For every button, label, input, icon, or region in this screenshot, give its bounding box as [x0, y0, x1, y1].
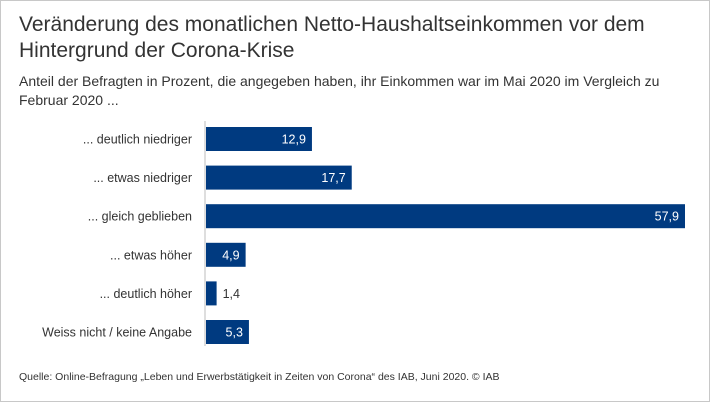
bar: [206, 204, 685, 229]
category-label: ... deutlich niedriger: [83, 133, 192, 147]
source-note: Quelle: Online-Befragung „Leben und Erwe…: [19, 371, 500, 383]
value-label: 4,9: [222, 248, 239, 262]
category-label: ... gleich geblieben: [88, 210, 192, 224]
bar: [206, 127, 312, 151]
value-label: 1,4: [223, 287, 240, 301]
value-label: 57,9: [655, 210, 679, 224]
chart-title: Veränderung des monatlichen Netto-Hausha…: [19, 13, 645, 62]
bar: [206, 320, 249, 344]
category-label: ... etwas höher: [110, 248, 192, 262]
chart-subtitle: Anteil der Befragten in Prozent, die ang…: [19, 73, 660, 108]
value-label: 17,7: [321, 171, 345, 185]
bar: [206, 281, 217, 306]
value-label: 5,3: [226, 326, 243, 340]
value-label: 12,9: [282, 133, 306, 147]
category-label: Weiss nicht / keine Angabe: [42, 326, 192, 340]
category-label: ... deutlich höher: [100, 287, 192, 301]
bar: [206, 242, 246, 267]
category-label: ... etwas niedriger: [93, 171, 192, 185]
bar: [206, 165, 352, 190]
